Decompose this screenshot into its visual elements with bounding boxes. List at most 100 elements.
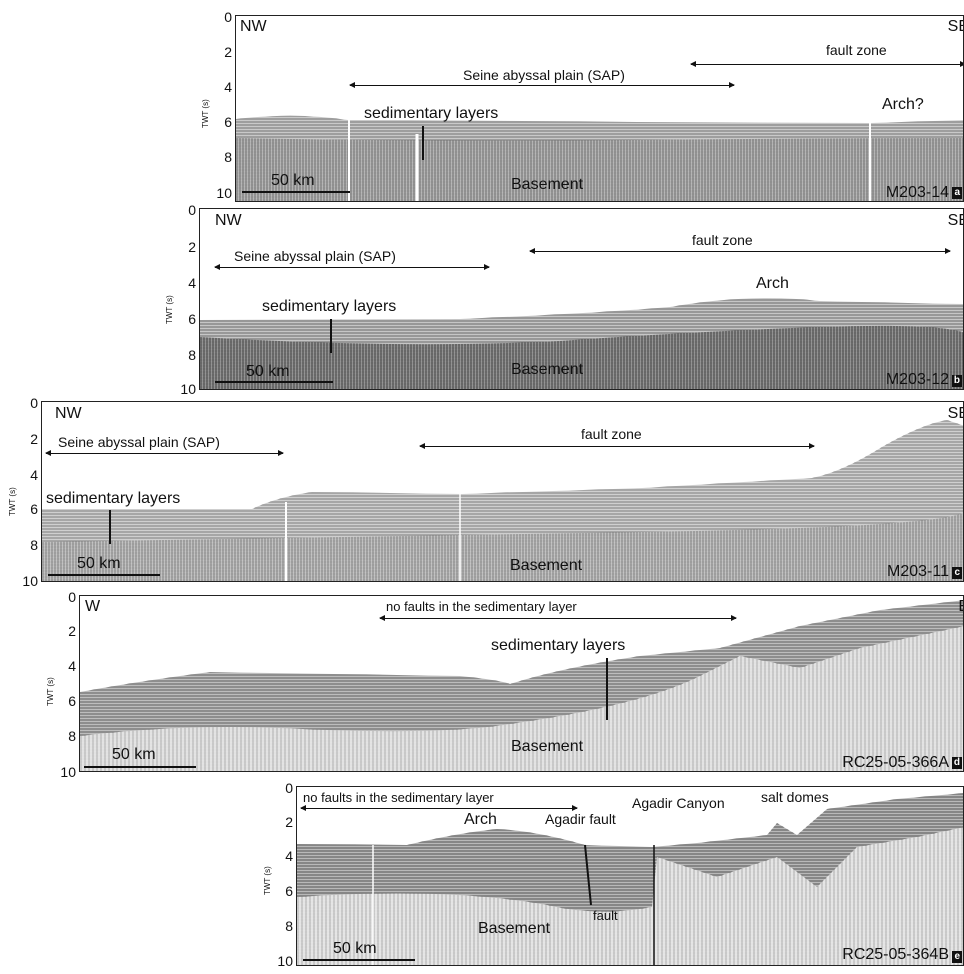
fault-zone-range	[690, 61, 963, 67]
y-tick-0: 0	[188, 202, 196, 218]
seismic-section-c	[42, 420, 963, 581]
direction-right: SE	[947, 18, 963, 35]
seismic-section-e	[297, 793, 963, 965]
scale-bar	[242, 191, 350, 193]
sap-range	[214, 264, 490, 270]
axis-title: TWT (s)	[8, 487, 17, 516]
no-faults-label: no faults in the sedimentary layer	[386, 599, 577, 614]
no-faults-label: no faults in the sedimentary layer	[303, 790, 494, 805]
scale-bar	[48, 574, 160, 576]
direction-right: SE	[947, 212, 963, 229]
y-tick-2: 2	[188, 239, 196, 255]
y-tick-10: 10	[216, 185, 232, 201]
y-tick-8: 8	[285, 918, 293, 934]
y-tick-4: 4	[68, 658, 76, 674]
axis-title: TWT (s)	[201, 99, 210, 128]
profile-label: M203-12	[885, 371, 949, 388]
y-tick-0: 0	[30, 395, 38, 411]
salt-domes-label: salt domes	[761, 789, 829, 805]
sap-range	[45, 450, 284, 456]
y-tick-6: 6	[30, 501, 38, 517]
sediment-thickness-marker	[606, 658, 608, 720]
seismic-frame-e: no faults in the sedimentary layer Arch …	[296, 786, 964, 966]
fault-zone-label: fault zone	[826, 42, 887, 58]
scale-label: 50 km	[271, 172, 315, 189]
basement-label: Basement	[511, 738, 584, 755]
fault-label: fault	[593, 908, 618, 923]
sediment-thickness-marker	[422, 126, 424, 160]
scale-bar	[303, 959, 415, 961]
panel-tag: b	[951, 375, 962, 387]
y-tick-4: 4	[30, 467, 38, 483]
profile-label: RC25-05-366A	[842, 754, 949, 771]
direction-left: NW	[240, 18, 267, 35]
no-faults-range	[300, 805, 578, 811]
direction-left: NW	[215, 212, 242, 229]
panel-tag: d	[951, 757, 962, 769]
scale-bar	[215, 381, 333, 383]
y-tick-2: 2	[30, 431, 38, 447]
y-tick-8: 8	[224, 149, 232, 165]
fault-zone-label: fault zone	[692, 232, 753, 248]
y-tick-2: 2	[285, 814, 293, 830]
basement-label: Basement	[510, 557, 583, 574]
axis-title: TWT (s)	[263, 866, 272, 895]
sedimentary-layers-label: sedimentary layers	[364, 105, 499, 122]
scale-label: 50 km	[333, 940, 377, 957]
basement-label: Basement	[511, 176, 584, 193]
y-tick-10: 10	[60, 764, 76, 780]
y-tick-8: 8	[30, 537, 38, 553]
y-tick-6: 6	[68, 693, 76, 709]
sap-label: Seine abyssal plain (SAP)	[234, 248, 396, 264]
basement-label: Basement	[478, 920, 551, 937]
sap-range	[349, 82, 735, 88]
seismic-frame-a: NW SE fault zone Seine abyssal plain (SA…	[235, 15, 964, 202]
seismic-frame-c: NW SE Seine abyssal plain (SAP) fault zo…	[41, 401, 964, 582]
profile-label: M203-14	[885, 184, 949, 201]
y-tick-4: 4	[224, 79, 232, 95]
sedimentary-layers-label: sedimentary layers	[46, 490, 181, 507]
direction-right: SE	[947, 405, 963, 422]
y-tick-4: 4	[285, 848, 293, 864]
sediment-thickness-marker	[330, 319, 332, 353]
no-faults-range	[379, 615, 737, 621]
y-tick-10: 10	[277, 953, 293, 969]
scale-label: 50 km	[112, 746, 156, 763]
basement-label: Basement	[511, 361, 584, 378]
arch-label: Arch	[464, 811, 497, 828]
arch-label: Arch	[756, 275, 789, 292]
sedimentary-layers-label: sedimentary layers	[491, 637, 626, 654]
direction-right: E	[958, 599, 963, 615]
direction-left: NW	[55, 405, 82, 422]
scale-label: 50 km	[77, 555, 121, 572]
agadir-fault-label: Agadir fault	[545, 811, 616, 827]
agadir-canyon-label: Agadir Canyon	[632, 795, 725, 811]
direction-left: W	[85, 598, 101, 615]
panel-tag: e	[952, 951, 962, 963]
axis-title: TWT (s)	[165, 295, 174, 324]
y-tick-10: 10	[180, 381, 196, 397]
panel-tag: a	[952, 187, 962, 199]
profile-label: RC25-05-364B	[842, 946, 949, 963]
sap-label: Seine abyssal plain (SAP)	[58, 434, 220, 450]
y-tick-6: 6	[224, 114, 232, 130]
arch-label: Arch?	[882, 96, 924, 113]
seismic-frame-b: NW SE fault zone Seine abyssal plain (SA…	[199, 208, 964, 390]
y-tick-2: 2	[224, 44, 232, 60]
y-tick-2: 2	[68, 623, 76, 639]
y-tick-8: 8	[188, 347, 196, 363]
seismic-section-a	[236, 115, 963, 201]
scale-label: 50 km	[246, 363, 290, 380]
fault-zone-range	[529, 248, 951, 254]
y-tick-0: 0	[68, 589, 76, 605]
y-tick-4: 4	[188, 275, 196, 291]
axis-title: TWT (s)	[46, 677, 55, 706]
y-tick-10: 10	[22, 573, 38, 589]
seismic-section-b	[200, 298, 963, 389]
panel-tag: c	[952, 567, 962, 579]
seismic-section-d	[80, 600, 963, 771]
seismic-frame-d: W E no faults in the sedimentary layer s…	[79, 595, 964, 772]
fault-zone-range	[419, 443, 815, 449]
y-tick-6: 6	[285, 883, 293, 899]
sediment-thickness-marker	[109, 510, 111, 544]
